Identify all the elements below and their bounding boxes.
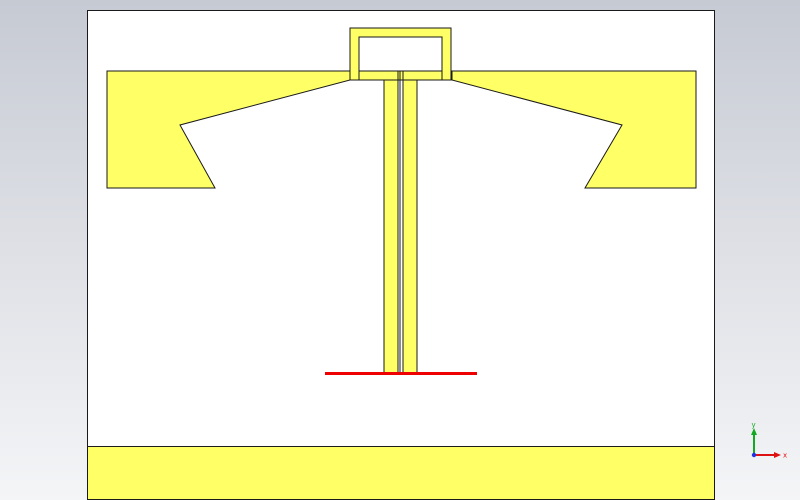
x-axis-label: x	[783, 452, 787, 460]
feed-line-left[interactable]	[383, 79, 399, 374]
y-axis-label: y	[752, 421, 756, 429]
ground-plane[interactable]	[87, 446, 715, 500]
balun-left-stub[interactable]	[358, 70, 399, 81]
feed-line-right[interactable]	[402, 79, 418, 374]
coordinate-axes-triad: x y	[751, 421, 787, 460]
x-axis-arrowhead	[774, 452, 781, 458]
y-axis-arrowhead	[751, 428, 757, 435]
z-axis-dot	[751, 452, 757, 458]
balun-right-stub[interactable]	[402, 70, 443, 81]
right-dipole-arm[interactable]	[451, 70, 697, 189]
